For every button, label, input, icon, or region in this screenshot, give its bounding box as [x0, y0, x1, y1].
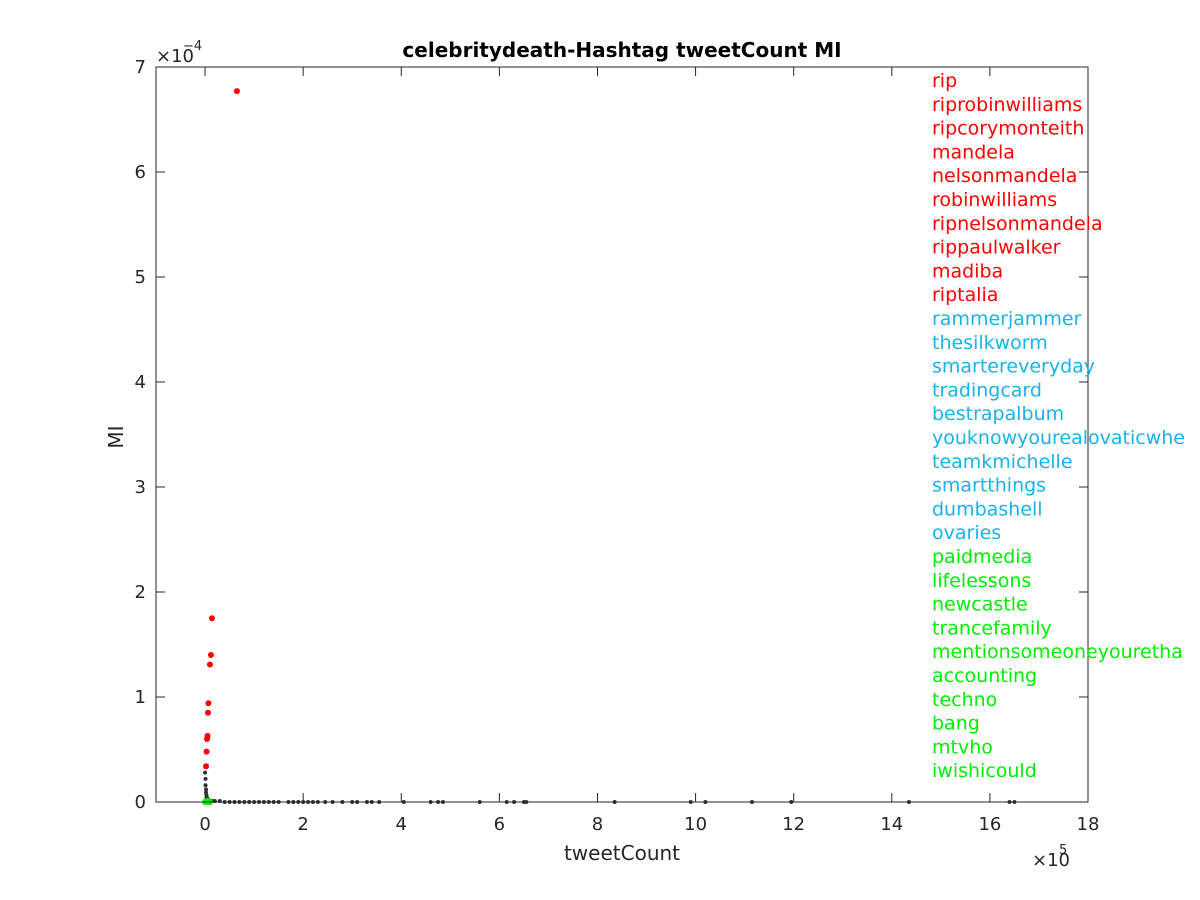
legend-entry: rammerjammer	[932, 308, 1082, 330]
y-tick-label: 5	[135, 267, 146, 288]
legend-entry: accounting	[932, 665, 1037, 687]
data-point	[208, 615, 215, 622]
legend-entry: mandela	[932, 141, 1015, 163]
x-tick-label: 0	[199, 814, 210, 835]
x-tick-label: 8	[592, 814, 603, 835]
legend-entry: lifelessons	[932, 570, 1031, 592]
y-tick-label: 4	[135, 372, 146, 393]
y-axis-label: MI	[104, 425, 128, 448]
data-point	[203, 770, 208, 775]
y-tick-label: 3	[135, 477, 146, 498]
legend-entry: mtvho	[932, 736, 993, 758]
data-point	[206, 661, 213, 668]
legend-entry: dumbashell	[932, 498, 1043, 520]
legend: ripriprobinwilliamsripcorymonteithmandel…	[932, 70, 1185, 782]
x-tick-label: 12	[782, 814, 805, 835]
legend-entry: riprobinwilliams	[932, 94, 1082, 116]
data-point	[204, 736, 211, 742]
legend-entry: paidmedia	[932, 546, 1032, 568]
legend-entry: youknowyourealovaticwhe	[932, 427, 1185, 449]
y-multiplier-exponent: −4	[183, 39, 202, 54]
x-tick-label: 4	[396, 814, 407, 835]
legend-entry: rip	[932, 70, 957, 92]
y-axis-multiplier: ×10 −4	[156, 39, 202, 67]
legend-entry: tradingcard	[932, 379, 1042, 401]
chart-title: celebritydeath-Hashtag tweetCount MI	[402, 38, 841, 62]
legend-entry: newcastle	[932, 594, 1028, 616]
data-point	[233, 88, 240, 95]
data-point	[204, 709, 211, 716]
data-point	[203, 763, 210, 770]
legend-entry: rippaulwalker	[932, 237, 1061, 259]
legend-entry: thesilkworm	[932, 332, 1048, 354]
y-tick-label: 6	[135, 162, 146, 183]
data-point	[203, 748, 210, 755]
legend-entry: mentionsomeoneyouretha	[932, 641, 1183, 663]
x-axis-label: tweetCount	[564, 841, 680, 865]
y-tick-label: 7	[135, 57, 146, 78]
x-axis-multiplier: ×10 5	[1032, 843, 1070, 871]
data-point	[204, 787, 209, 792]
y-tick-label: 2	[135, 582, 146, 603]
legend-entry: iwishicould	[932, 760, 1037, 782]
x-tick-label: 6	[494, 814, 505, 835]
legend-entry: techno	[932, 689, 997, 711]
x-multiplier-exponent: 5	[1059, 843, 1067, 858]
data-point	[205, 700, 212, 707]
legend-entry: ovaries	[932, 522, 1001, 544]
y-multiplier-base: ×10	[156, 46, 194, 67]
x-tick-label: 18	[1077, 814, 1100, 835]
legend-entry: ripcorymonteith	[932, 118, 1084, 140]
plot-box	[155, 66, 1089, 803]
x-tick-label: 16	[978, 814, 1001, 835]
y-tick-label: 1	[135, 687, 146, 708]
x-tick-label: 14	[880, 814, 903, 835]
legend-entry: trancefamily	[932, 617, 1052, 639]
legend-entry: teamkmichelle	[932, 451, 1073, 473]
y-tick-label: 0	[135, 792, 146, 813]
legend-entry: riptalia	[932, 284, 998, 306]
x-multiplier-base: ×10	[1032, 850, 1070, 871]
legend-entry: smartereveryday	[932, 356, 1095, 378]
legend-entry: robinwilliams	[932, 189, 1057, 211]
legend-entry: bang	[932, 713, 980, 735]
legend-entry: ripnelsonmandela	[932, 213, 1103, 235]
data-point	[203, 776, 208, 781]
plot-area	[156, 67, 1088, 802]
data-point	[203, 783, 208, 788]
legend-entry: smartthings	[932, 475, 1046, 497]
data-point	[205, 797, 212, 804]
data-point	[204, 790, 209, 795]
x-tick-label: 2	[297, 814, 308, 835]
legend-entry: bestrapalbum	[932, 403, 1064, 425]
x-tick-label: 10	[684, 814, 707, 835]
legend-entry: nelsonmandela	[932, 165, 1077, 187]
legend-entry: madiba	[932, 260, 1003, 282]
data-point	[207, 652, 214, 658]
